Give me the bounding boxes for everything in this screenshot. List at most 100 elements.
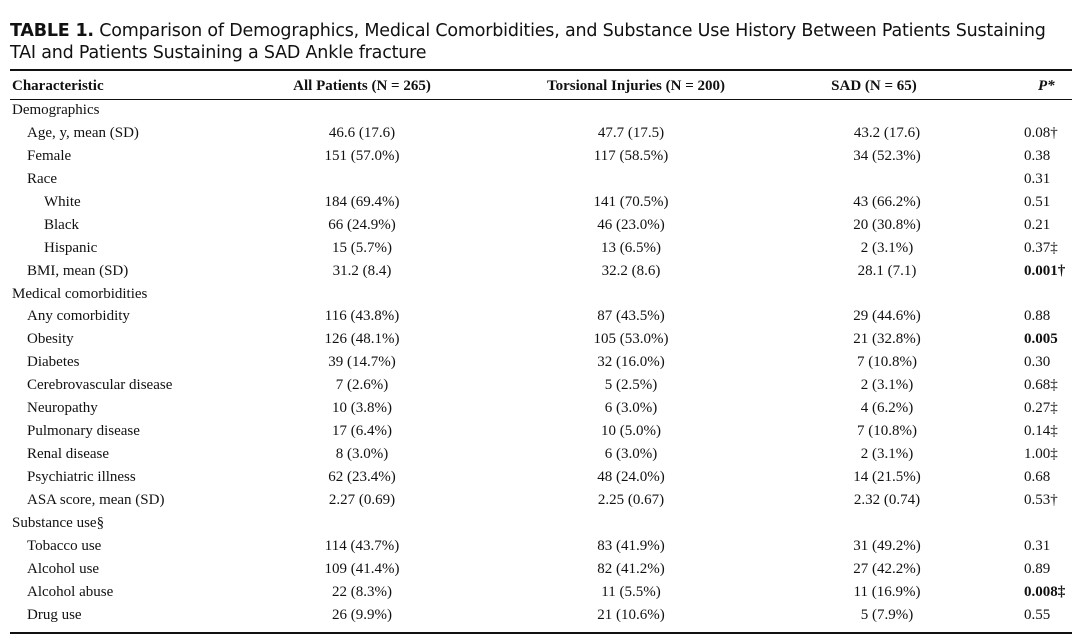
cell-sad: 2 (3.1%) <box>860 446 914 463</box>
row-label: Psychiatric illness <box>27 469 136 485</box>
table-row: Female 151 (57.0%) 117 (58.5%) 34 (52.3%) 0.… <box>0 145 1080 168</box>
cell-torsional-injuries: 6 (3.0%) <box>604 400 658 417</box>
header-rule <box>10 99 1072 100</box>
cell-all-patients: 15 (5.7%) <box>332 239 392 256</box>
cell-all-patients: 62 (23.4%) <box>328 469 396 485</box>
cell-sad: 7 (10.8%) <box>857 423 917 440</box>
table-row: Alcohol abuse 22 (8.3%) 11 (5.5%) 11 (16.9%… <box>0 581 1080 604</box>
table-row: Race 0.31 <box>0 168 1080 191</box>
cell-torsional-injuries: 32 (16.0%) <box>597 354 665 371</box>
cell-torsional-injuries: 141 (70.5%) <box>593 193 669 210</box>
cell-p-value: 0.68 <box>1024 469 1051 485</box>
table-row: Hispanic 15 (5.7%) 13 (6.5%) 2 (3.1%) 0.37‡ <box>0 237 1080 260</box>
table-row: Neuropathy 10 (3.8%) 6 (3.0%) 4 (6.2%) 0.27‡ <box>0 397 1080 420</box>
table-row: White 184 (69.4%) 141 (70.5%) 43 (66.2%) 0.5… <box>0 191 1080 214</box>
header-all-patients: All Patients (N = 265) <box>293 78 431 94</box>
row-label: Female <box>27 147 72 164</box>
top-rule <box>10 69 1072 71</box>
cell-sad: 4 (6.2%) <box>860 400 914 417</box>
cell-p-value: 0.08† <box>1024 124 1058 141</box>
cell-sad: 43 (66.2%) <box>853 193 921 210</box>
cell-p-value: 0.53† <box>1024 491 1058 508</box>
table-row: Drug use 26 (9.9%) 21 (10.6%) 5 (7.9%) 0.55 <box>0 604 1080 627</box>
cell-sad: 7 (10.8%) <box>857 354 917 371</box>
cell-p-value: 1.00‡ <box>1024 446 1058 463</box>
row-label: Medical comorbidities <box>12 285 148 302</box>
table-title: Comparison of Demographics, Medical Como… <box>10 21 1046 63</box>
table-row: Psychiatric illness 62 (23.4%) 48 (24.0%) 1… <box>0 466 1080 489</box>
cell-sad: 11 (16.9%) <box>853 583 921 600</box>
header-characteristic: Characteristic <box>12 78 104 94</box>
cell-p-value: 0.88 <box>1024 308 1051 325</box>
cell-all-patients: 39 (14.7%) <box>328 354 396 371</box>
cell-torsional-injuries: 46 (23.0%) <box>597 216 665 233</box>
cell-all-patients: 126 (48.1%) <box>324 331 400 348</box>
cell-torsional-injuries: 13 (6.5%) <box>601 239 661 256</box>
cell-sad: 2 (3.1%) <box>860 239 914 256</box>
cell-torsional-injuries: 2.25 (0.67) <box>597 491 665 508</box>
table-header: Characteristic All Patients (N = 265) To… <box>0 74 1080 98</box>
cell-torsional-injuries: 105 (53.0%) <box>593 331 669 348</box>
cell-all-patients: 151 (57.0%) <box>324 147 400 164</box>
row-label: Drug use <box>27 606 82 623</box>
cell-torsional-injuries: 47.7 (17.5) <box>597 124 665 141</box>
row-label: White <box>44 193 81 210</box>
row-label: Tobacco use <box>27 537 102 554</box>
table-row: Demographics <box>0 99 1080 122</box>
row-label: Substance use§ <box>12 514 105 531</box>
cell-all-patients: 116 (43.8%) <box>324 308 400 325</box>
cell-sad: 34 (52.3%) <box>853 147 921 164</box>
cell-all-patients: 114 (43.7%) <box>324 537 400 554</box>
table-row: Diabetes 39 (14.7%) 32 (16.0%) 7 (10.8%) 0.3… <box>0 351 1080 374</box>
cell-all-patients: 2.27 (0.69) <box>328 491 396 508</box>
cell-p-value: 0.55 <box>1024 606 1051 623</box>
cell-all-patients: 46.6 (17.6) <box>328 124 396 141</box>
table-body: Demographics Age, y, mean (SD) 46.6 (17.6)… <box>0 99 1080 627</box>
cell-p-value: 0.89 <box>1024 560 1051 577</box>
cell-p-value: 0.31 <box>1024 537 1051 554</box>
cell-sad: 20 (30.8%) <box>853 216 921 233</box>
table-row: Cerebrovascular disease 7 (2.6%) 5 (2.5%) 2… <box>0 374 1080 397</box>
cell-torsional-injuries: 6 (3.0%) <box>604 446 658 463</box>
table-row: BMI, mean (SD) 31.2 (8.4) 32.2 (8.6) 28.1 (… <box>0 260 1080 283</box>
row-label: Race <box>27 170 57 187</box>
header-torsional-injuries: Torsional Injuries (N = 200) <box>546 78 726 94</box>
cell-sad: 43.2 (17.6) <box>853 124 921 141</box>
cell-p-value: 0.37‡ <box>1024 239 1058 256</box>
row-label: Any comorbidity <box>27 308 130 325</box>
row-label: Demographics <box>12 102 100 118</box>
row-label: Diabetes <box>27 354 80 371</box>
cell-sad: 27 (42.2%) <box>853 560 921 577</box>
cell-sad: 14 (21.5%) <box>853 469 921 485</box>
row-label: Renal disease <box>27 446 110 463</box>
cell-sad: 5 (7.9%) <box>860 606 914 623</box>
table-row: Any comorbidity 116 (43.8%) 87 (43.5%) 29 (… <box>0 305 1080 328</box>
row-label: Obesity <box>27 331 74 348</box>
cell-p-value: 0.51 <box>1024 193 1051 210</box>
cell-sad: 29 (44.6%) <box>853 308 921 325</box>
cell-p-value: 0.30 <box>1024 354 1051 371</box>
cell-torsional-injuries: 5 (2.5%) <box>604 377 658 394</box>
cell-torsional-injuries: 21 (10.6%) <box>597 606 665 623</box>
cell-all-patients: 8 (3.0%) <box>335 446 389 463</box>
cell-torsional-injuries: 32.2 (8.6) <box>601 262 661 279</box>
cell-all-patients: 7 (2.6%) <box>335 377 389 394</box>
bottom-rule <box>10 632 1072 634</box>
cell-all-patients: 17 (6.4%) <box>332 423 392 440</box>
cell-torsional-injuries: 82 (41.2%) <box>597 560 665 577</box>
table-row: Alcohol use 109 (41.4%) 82 (41.2%) 27 (42.2… <box>0 558 1080 581</box>
cell-p-value: 0.27‡ <box>1024 400 1058 417</box>
row-label: BMI, mean (SD) <box>27 262 129 279</box>
table-row: Age, y, mean (SD) 46.6 (17.6) 47.7 (17.5) 4… <box>0 122 1080 145</box>
cell-p-value: 0.21 <box>1024 216 1051 233</box>
cell-all-patients: 184 (69.4%) <box>324 193 400 210</box>
cell-torsional-injuries: 83 (41.9%) <box>597 537 665 554</box>
table-row: Tobacco use 114 (43.7%) 83 (41.9%) 31 (49.2… <box>0 535 1080 558</box>
row-label: Pulmonary disease <box>27 423 140 440</box>
cell-p-value: 0.31 <box>1024 170 1051 187</box>
cell-sad: 31 (49.2%) <box>853 537 921 554</box>
cell-sad: 2.32 (0.74) <box>853 491 921 508</box>
cell-p-value: 0.14‡ <box>1024 423 1058 440</box>
cell-p-value: 0.008‡ <box>1024 583 1066 600</box>
cell-sad: 28.1 (7.1) <box>857 262 917 279</box>
